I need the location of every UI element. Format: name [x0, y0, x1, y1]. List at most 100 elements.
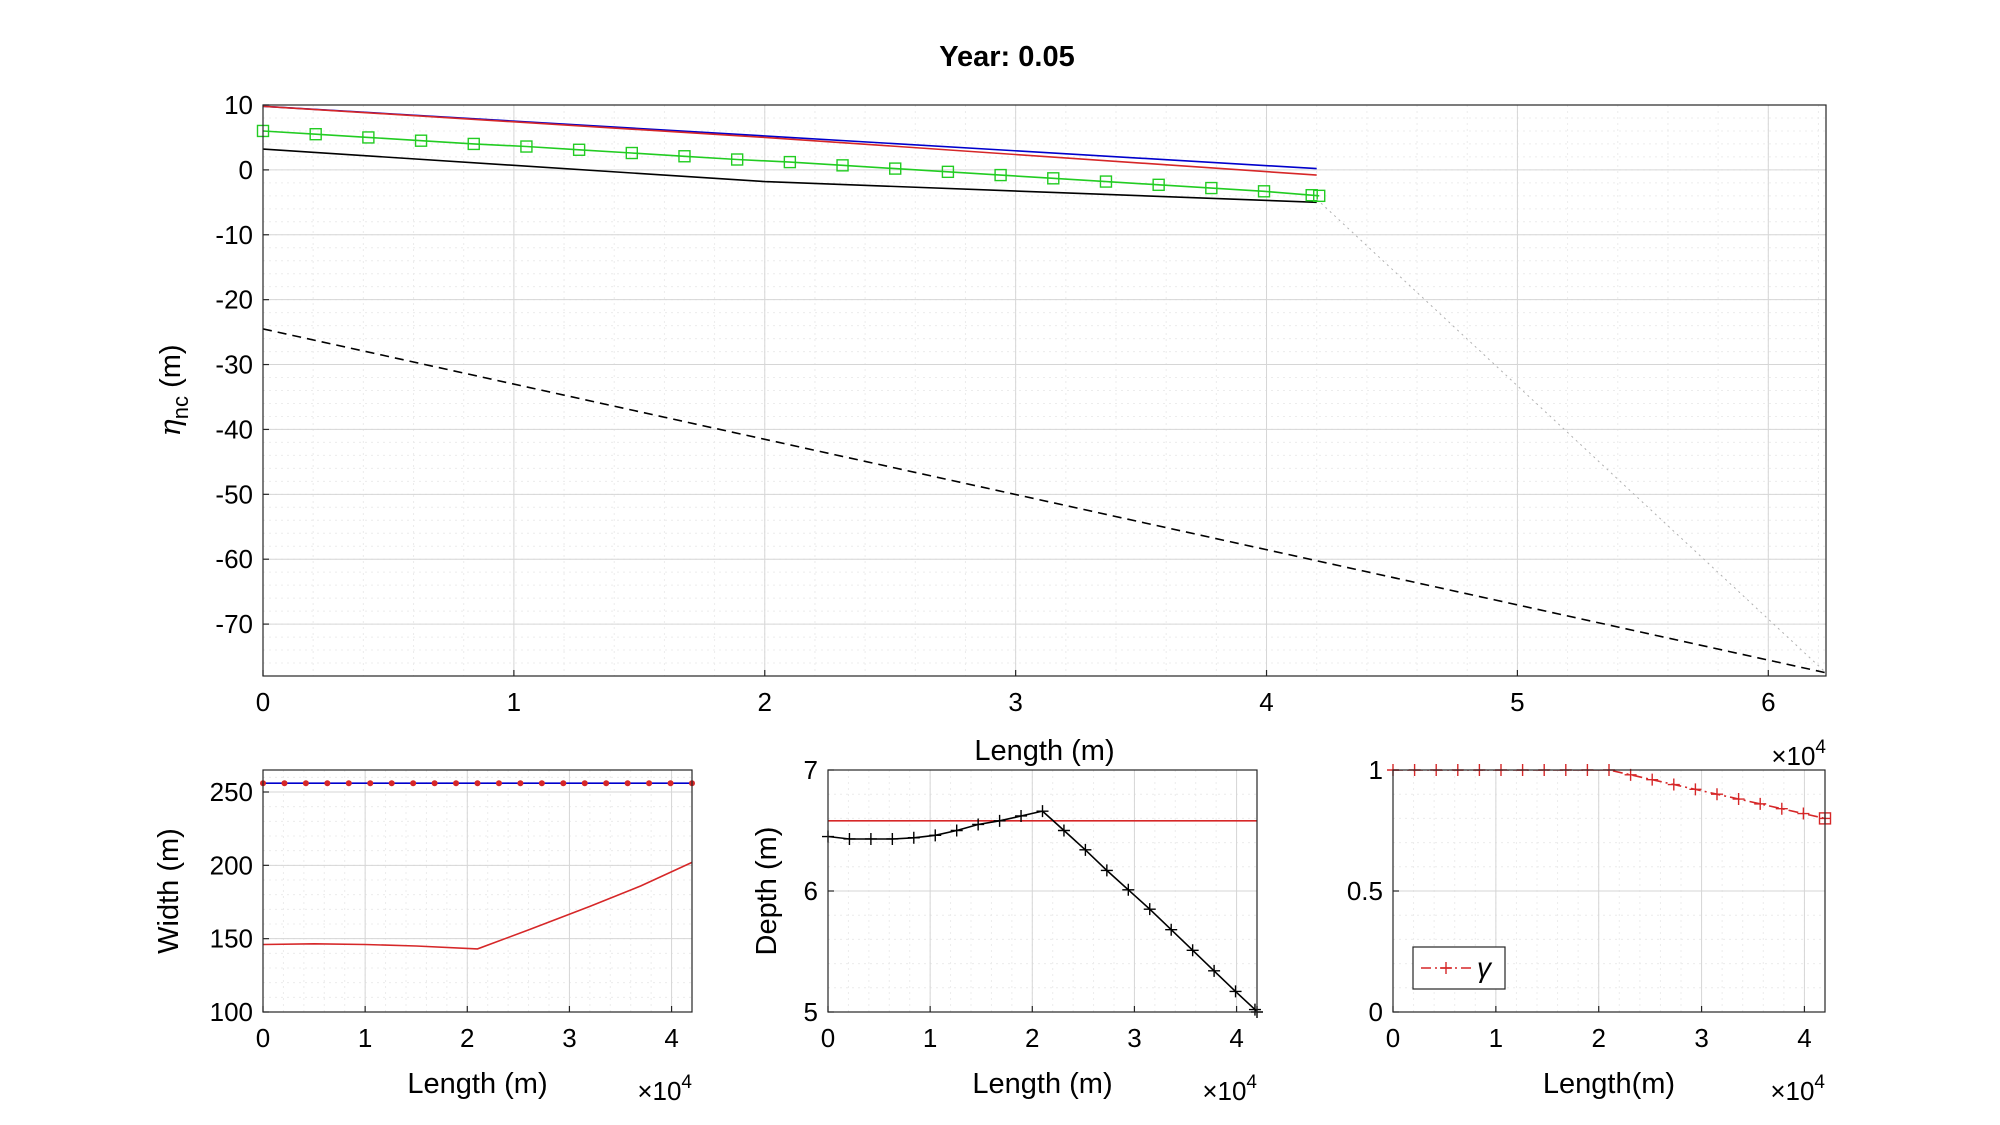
- x-tick-label: 4: [1229, 1023, 1243, 1053]
- y-tick-label: -50: [215, 479, 253, 509]
- figure-title: Year: 0.05: [939, 41, 1074, 73]
- data-point: [1100, 864, 1113, 877]
- x-tick-label: 2: [758, 687, 772, 717]
- y-tick-label: -30: [215, 350, 253, 380]
- x-multiplier-exponent: 4: [1815, 737, 1826, 758]
- data-point: [309, 127, 322, 141]
- series-line: [263, 328, 1826, 674]
- data-point: [1305, 188, 1318, 202]
- x-axis-multiplier: ×104: [1202, 1072, 1257, 1106]
- data-point: [783, 155, 797, 169]
- data-point: [414, 134, 428, 147]
- data-point: [994, 168, 1007, 182]
- data-point: [929, 829, 942, 842]
- data-point: [453, 780, 460, 787]
- data-point: [345, 780, 352, 787]
- y-axis-label: ηnc (m): [153, 344, 193, 436]
- legend-label: γ: [1477, 952, 1493, 983]
- data-point: [1313, 189, 1326, 203]
- series-width-2: [263, 861, 692, 950]
- x-multiplier-base: ×10: [637, 1076, 681, 1106]
- data-point: [517, 780, 524, 787]
- data-point: [1667, 778, 1680, 791]
- data-point: [678, 150, 691, 163]
- data-point: [1079, 843, 1092, 856]
- series-line: [263, 861, 692, 950]
- x-tick-label: 1: [923, 1023, 937, 1053]
- x-tick-label: 3: [1694, 1023, 1708, 1053]
- data-point: [1797, 807, 1810, 820]
- legend: γ: [1412, 946, 1506, 990]
- data-point: [495, 780, 502, 787]
- axes-frame: [1392, 769, 1826, 1013]
- data-point: [972, 818, 985, 831]
- y-tick-label: 7: [804, 755, 818, 785]
- y-tick-label: -10: [215, 220, 253, 250]
- data-point: [362, 131, 375, 144]
- y-tick-label: 5: [804, 997, 818, 1027]
- y-tick-label: -20: [215, 285, 253, 315]
- data-point: [603, 780, 610, 787]
- series-depth-1: [828, 810, 1257, 1012]
- data-point: [1732, 793, 1745, 806]
- plot-main: 0 1 2 3 4 5 6 10 0 -10 -20 -30 -40 -50 -60 -70 Length (m…: [153, 90, 1827, 771]
- data-point: [1229, 985, 1242, 998]
- y-label-symbol: η: [153, 419, 187, 437]
- x-tick-label: 5: [1510, 687, 1524, 717]
- data-point: [1099, 175, 1113, 188]
- x-tick-label: 3: [1127, 1023, 1141, 1053]
- x-tick-label: 4: [664, 1023, 678, 1053]
- data-point: [889, 162, 902, 175]
- y-tick-label: 150: [210, 924, 253, 954]
- series-gamma-0: [1393, 770, 1825, 820]
- data-point: [1624, 768, 1637, 781]
- data-point: [907, 831, 920, 844]
- series-main-2: [263, 148, 1317, 204]
- data-point: [1775, 802, 1788, 815]
- axes-frame: [827, 769, 1258, 1013]
- x-tick-label: 4: [1259, 687, 1273, 717]
- x-axis-multiplier: ×104: [637, 1072, 692, 1106]
- x-tick-label: 0: [1386, 1023, 1400, 1053]
- data-point: [843, 832, 856, 845]
- data-point: [1165, 923, 1178, 936]
- y-axis-label: Depth (m): [751, 827, 783, 956]
- data-point: [836, 159, 849, 172]
- x-tick-label: 0: [821, 1023, 835, 1053]
- x-tick-label: 6: [1761, 687, 1775, 717]
- x-axis-label: Length (m): [407, 1068, 547, 1100]
- data-point: [1015, 809, 1028, 822]
- data-point: [302, 780, 309, 787]
- y-tick-label: 0.5: [1347, 876, 1383, 906]
- x-tick-label: 2: [1025, 1023, 1039, 1053]
- series-line: [1316, 198, 1826, 674]
- x-tick-label: 3: [1008, 687, 1022, 717]
- y-label-unit: (m): [155, 344, 187, 396]
- data-point: [1186, 944, 1199, 957]
- data-point: [324, 780, 331, 787]
- legend-marker: [1440, 962, 1452, 974]
- data-point: [431, 780, 438, 787]
- data-point: [1036, 805, 1049, 818]
- x-multiplier-base: ×10: [1771, 741, 1815, 771]
- y-tick-label: -40: [215, 414, 253, 444]
- x-multiplier-exponent: 4: [1246, 1072, 1257, 1093]
- x-axis-multiplier: ×104: [1771, 737, 1826, 771]
- x-tick-label: 1: [507, 687, 521, 717]
- x-tick-label: 1: [358, 1023, 372, 1053]
- x-tick-label: 0: [256, 1023, 270, 1053]
- series-main-1: [263, 105, 1317, 176]
- x-axis-label: Length (m): [974, 735, 1114, 767]
- data-point: [410, 780, 417, 787]
- data-point: [1257, 185, 1271, 198]
- series-main-3: [263, 130, 1320, 197]
- data-point: [1143, 903, 1156, 916]
- series-line: [263, 148, 1317, 204]
- y-tick-label: 0: [1369, 997, 1383, 1027]
- data-point: [1205, 181, 1218, 195]
- data-point: [572, 143, 586, 156]
- data-point: [864, 832, 877, 845]
- data-point: [886, 832, 899, 845]
